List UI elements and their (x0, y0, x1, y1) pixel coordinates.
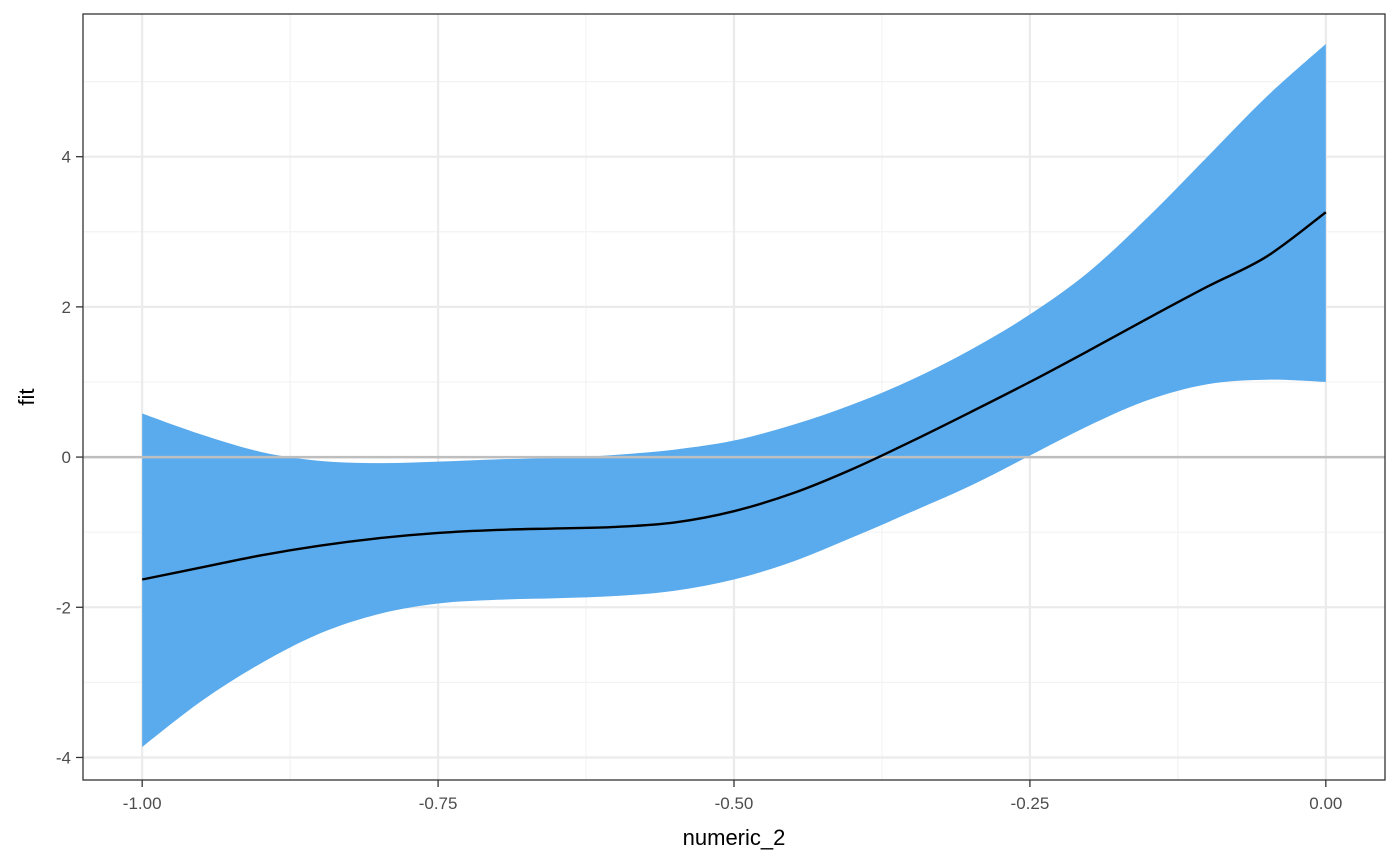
y-axis-title: fit (14, 388, 39, 405)
x-tick-label: -0.50 (715, 794, 754, 813)
x-axis-title: numeric_2 (683, 825, 786, 850)
x-tick-label: -0.75 (419, 794, 458, 813)
x-tick-label: 0.00 (1309, 794, 1342, 813)
x-tick-label: -0.25 (1011, 794, 1050, 813)
y-tick-label: 2 (62, 298, 71, 317)
confidence-band (142, 44, 1326, 747)
x-tick-label: -1.00 (123, 794, 162, 813)
y-tick-label: -4 (56, 748, 71, 767)
y-tick-label: 4 (62, 148, 71, 167)
x-axis: -1.00 -0.75 -0.50 -0.25 0.00 (123, 780, 1342, 813)
fit-line (141, 211, 1327, 581)
y-tick-label: -2 (56, 598, 71, 617)
y-axis: -4 -2 0 2 4 (56, 148, 83, 767)
y-tick-label: 0 (62, 448, 71, 467)
